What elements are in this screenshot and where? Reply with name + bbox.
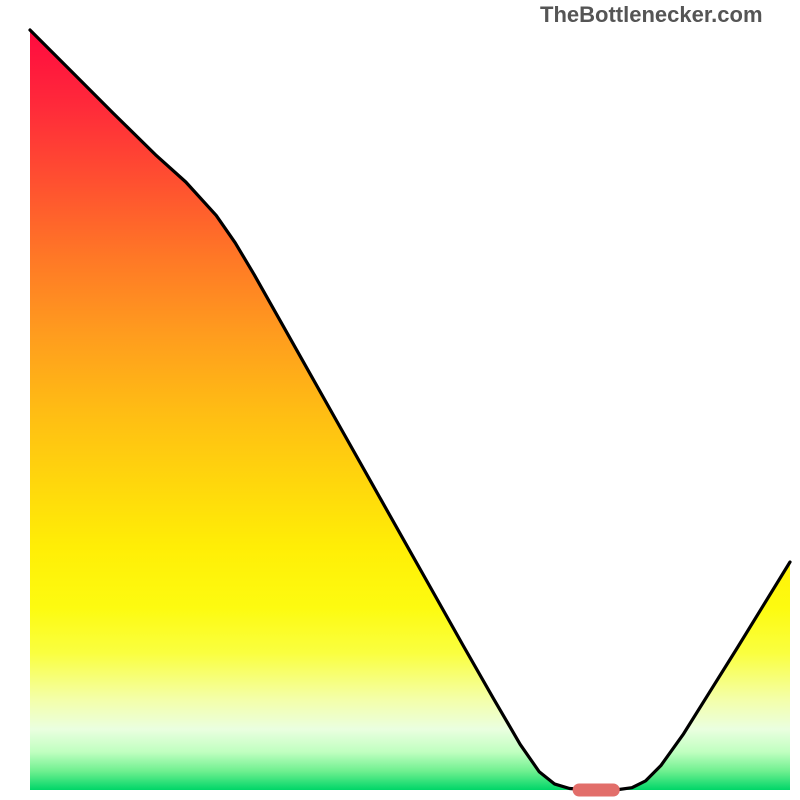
bottleneck-chart [0,0,800,800]
chart-container: TheBottlenecker.com [0,0,800,800]
optimal-marker [573,784,620,797]
watermark-text: TheBottlenecker.com [540,2,763,28]
